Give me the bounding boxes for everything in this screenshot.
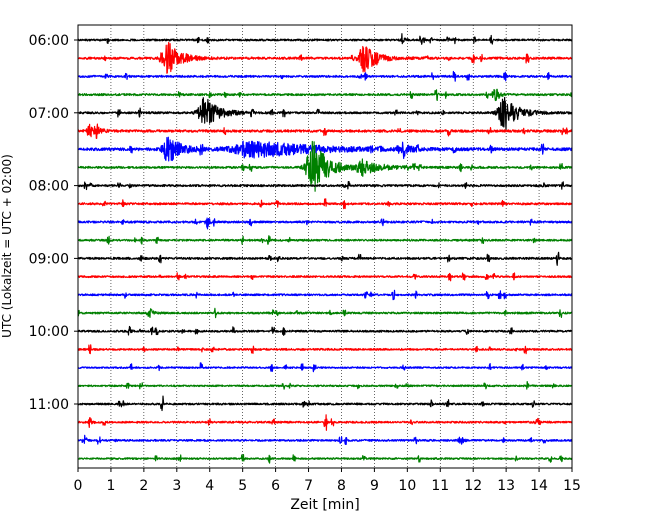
trace-row bbox=[77, 307, 573, 319]
x-tick-label: 10 bbox=[398, 478, 416, 494]
y-tick-label: 10:00 bbox=[29, 324, 69, 340]
plot-frame bbox=[77, 24, 573, 469]
trace-row bbox=[77, 344, 573, 355]
y-tick-label: 09:00 bbox=[29, 251, 69, 267]
x-tick-label: 7 bbox=[304, 478, 313, 494]
x-tick-label: 13 bbox=[497, 478, 515, 494]
trace-row bbox=[77, 41, 573, 74]
x-tick-label: 12 bbox=[464, 478, 482, 494]
y-tick-label: 06:00 bbox=[29, 33, 69, 49]
trace-row bbox=[77, 123, 573, 139]
x-axis-title: Zeit [min] bbox=[290, 497, 359, 513]
trace-row bbox=[77, 289, 573, 301]
trace-row bbox=[77, 381, 573, 390]
x-tick-label: 6 bbox=[271, 478, 280, 494]
x-tick-label: 8 bbox=[337, 478, 346, 494]
x-tick-label: 4 bbox=[205, 478, 214, 494]
x-tick-label: 2 bbox=[139, 478, 148, 494]
y-tick-label: 08:00 bbox=[29, 179, 69, 195]
trace-row bbox=[77, 414, 573, 431]
x-tick-label: 1 bbox=[106, 478, 115, 494]
trace-row bbox=[77, 97, 573, 131]
seismic-traces bbox=[77, 33, 573, 464]
trace-row bbox=[77, 454, 573, 464]
x-grid bbox=[110, 25, 540, 468]
trace-row bbox=[77, 272, 573, 282]
x-tick-label: 11 bbox=[431, 478, 449, 494]
trace-row bbox=[77, 136, 573, 162]
trace-row bbox=[77, 198, 573, 210]
trace-row bbox=[77, 325, 573, 336]
trace-row bbox=[77, 235, 573, 245]
y-axis-title: UTC (Lokalzeit = UTC + 02:00) bbox=[0, 154, 14, 338]
trace-row bbox=[77, 362, 573, 373]
y-axis: 06:00 07:00 08:00 09:00 10:00 11:00 bbox=[29, 33, 78, 413]
trace-row bbox=[77, 251, 573, 266]
x-axis: 0 1 2 3 4 5 6 7 8 9 10 11 12 13 14 15 bbox=[74, 468, 581, 494]
x-tick-label: 3 bbox=[172, 478, 181, 494]
x-tick-label: 5 bbox=[238, 478, 247, 494]
trace-row bbox=[77, 140, 573, 192]
trace-row bbox=[77, 434, 573, 445]
x-tick-label: 14 bbox=[530, 478, 548, 494]
x-tick-label: 15 bbox=[563, 478, 581, 494]
trace-row bbox=[77, 70, 573, 82]
trace-row bbox=[77, 88, 573, 102]
trace-row bbox=[77, 395, 573, 412]
x-tick-label: 9 bbox=[370, 478, 379, 494]
trace-row bbox=[77, 217, 573, 230]
x-tick-label: 0 bbox=[74, 478, 83, 494]
y-tick-label: 11:00 bbox=[29, 397, 69, 413]
trace-row bbox=[77, 33, 573, 45]
trace-row bbox=[77, 181, 573, 191]
y-tick-label: 07:00 bbox=[29, 106, 69, 122]
